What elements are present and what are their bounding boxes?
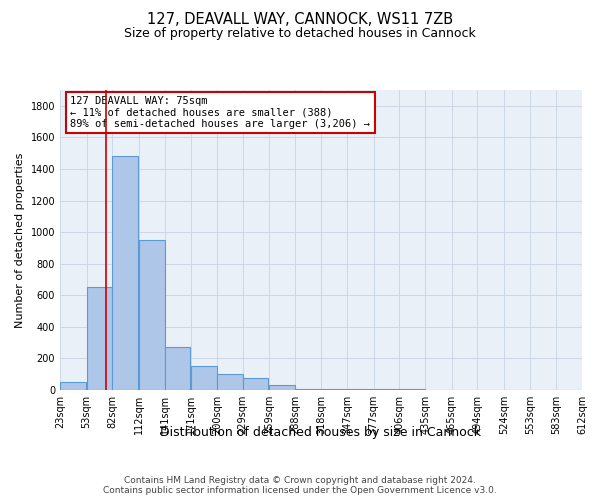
Bar [242, 378, 268, 390]
Bar [60, 382, 86, 390]
Bar [112, 156, 138, 390]
Bar [217, 374, 242, 390]
Bar [295, 389, 320, 390]
Bar [374, 389, 400, 390]
Text: Contains HM Land Registry data © Crown copyright and database right 2024.
Contai: Contains HM Land Registry data © Crown c… [103, 476, 497, 495]
Bar [139, 240, 164, 390]
Bar [164, 348, 190, 390]
Text: 127 DEAVALL WAY: 75sqm
← 11% of detached houses are smaller (388)
89% of semi-de: 127 DEAVALL WAY: 75sqm ← 11% of detached… [70, 96, 370, 129]
Text: Size of property relative to detached houses in Cannock: Size of property relative to detached ho… [124, 28, 476, 40]
Text: 127, DEAVALL WAY, CANNOCK, WS11 7ZB: 127, DEAVALL WAY, CANNOCK, WS11 7ZB [147, 12, 453, 28]
Bar [86, 288, 112, 390]
Bar [322, 389, 347, 390]
Bar [347, 389, 373, 390]
Text: Distribution of detached houses by size in Cannock: Distribution of detached houses by size … [161, 426, 482, 439]
Y-axis label: Number of detached properties: Number of detached properties [15, 152, 25, 328]
Bar [269, 386, 295, 390]
Bar [400, 389, 425, 390]
Bar [191, 366, 217, 390]
